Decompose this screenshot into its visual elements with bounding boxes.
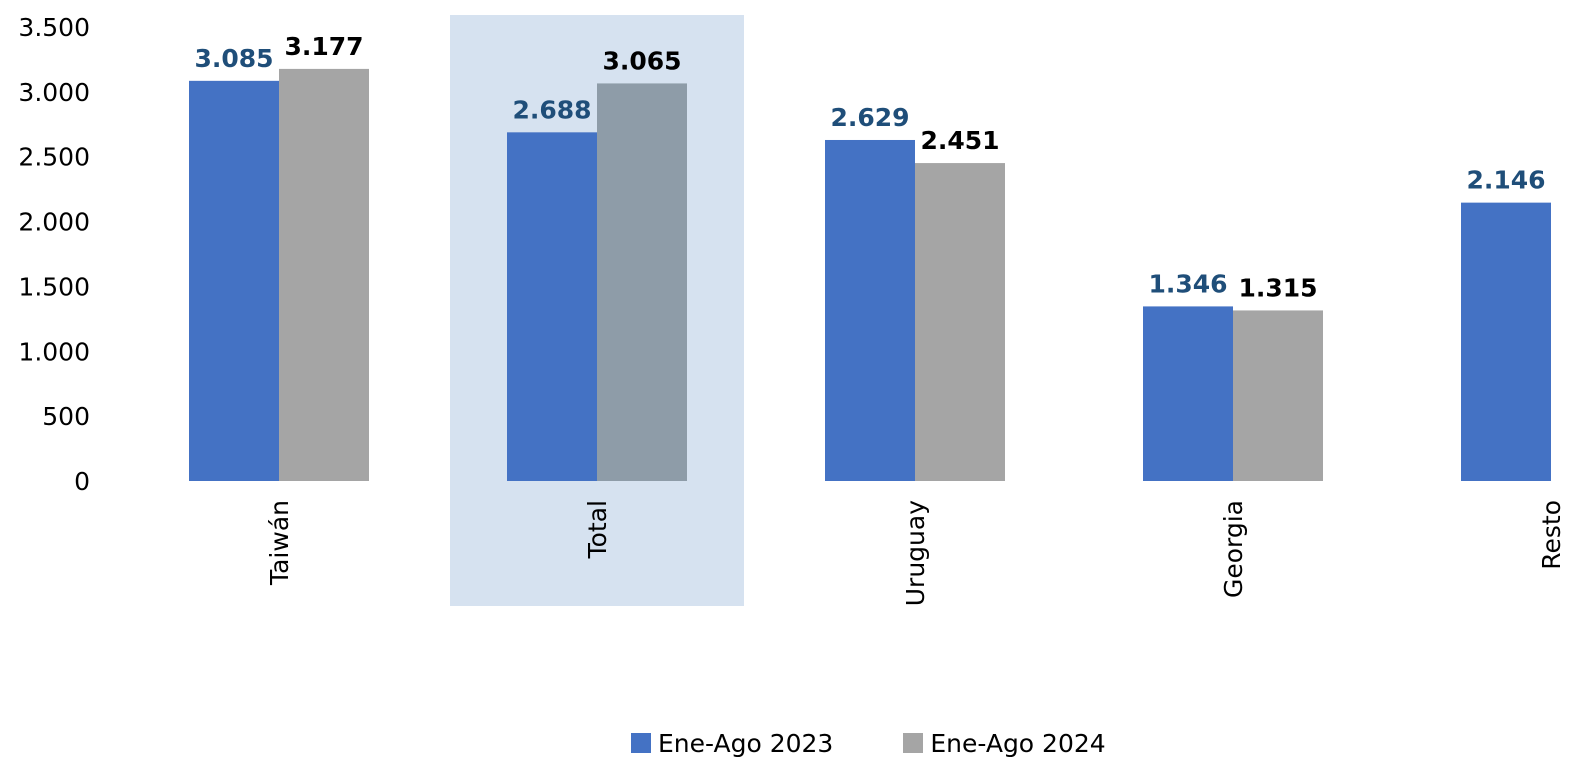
category-label: Uruguay [901,500,930,606]
legend-label-series-1: Ene-Ago 2023 [658,728,834,758]
data-label-series-2: 1.315 [1238,273,1317,302]
y-tick-label: 2.000 [18,208,90,237]
data-label-series-2: 3.065 [602,46,681,75]
category-label: Taiwán [265,500,294,586]
y-tick-label: 500 [42,402,90,431]
data-label-series-1: 3.085 [194,44,273,73]
y-tick-label: 1.500 [18,272,90,301]
legend-swatch-series-1 [631,733,651,753]
legend-swatch-series-2 [903,733,924,753]
data-label-series-1: 1.346 [1148,269,1227,298]
legend: Ene-Ago 2023 Ene-Ago 2024 [631,726,1106,760]
bar-series-1 [1461,202,1551,481]
category-label: Resto [1537,500,1566,570]
legend-item-series-1: Ene-Ago 2023 [631,729,833,758]
legend-item-series-2: Ene-Ago 2024 [903,728,1106,758]
y-tick-label: 2.500 [18,143,90,172]
bar-series-2 [1233,310,1323,481]
data-label-series-1: 2.629 [830,103,909,132]
bar-series-2 [279,68,369,482]
y-axis-ticks: 0 500 1.000 1.500 2.000 2.500 3.000 3.500 [18,13,90,496]
bar-series-1 [189,80,279,482]
data-label-series-2: 3.177 [284,32,363,61]
legend-label-series-2: Ene-Ago 2024 [930,728,1106,758]
category-label: Georgia [1219,500,1248,598]
y-tick-label: 0 [74,467,90,496]
bar-series-1 [507,132,597,481]
category-labels: Taiwán Total Uruguay Georgia Resto [265,500,1566,606]
bar-series-1 [1143,306,1233,481]
bar-series-2 [915,163,1005,481]
bar-series-1 [825,139,915,481]
y-tick-label: 1.000 [18,337,90,366]
data-label-series-2: 2.451 [920,126,999,155]
bar-series-2 [597,83,687,481]
data-labels: 3.085 3.177 2.688 3.065 2.629 2.451 1.346 1.315… [194,32,1545,303]
y-tick-label: 3.000 [18,78,90,107]
y-tick-label: 3.500 [18,13,90,42]
bars [189,68,1551,482]
category-label: Total [583,500,612,559]
data-label-series-1: 2.688 [512,95,591,124]
bar-chart: 0 500 1.000 1.500 2.000 2.500 3.000 3.500 3.085… [18,13,1566,606]
data-label-series-1: 2.146 [1466,166,1545,195]
